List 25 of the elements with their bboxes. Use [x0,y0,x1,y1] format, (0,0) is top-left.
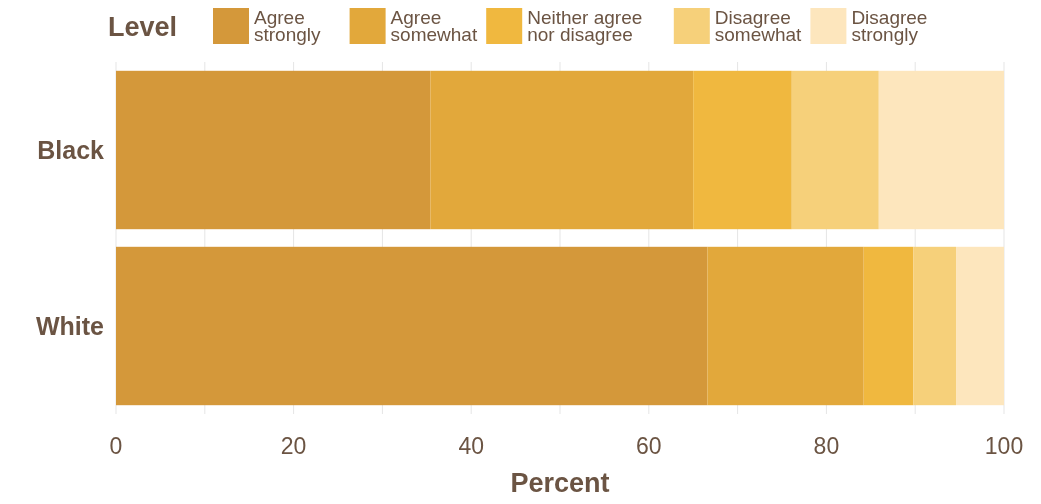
bar [693,70,792,230]
x-tick-label: 60 [636,433,662,459]
x-tick-label: 40 [458,433,484,459]
y-tick-label: Black [37,136,105,164]
x-tick-label: 100 [984,433,1024,459]
legend-label: Agree somewhat [390,7,478,45]
bar [791,70,879,230]
x-tick-label: 0 [109,433,123,459]
bar [707,246,864,406]
bar [878,70,1004,230]
bar [863,246,914,406]
bar [116,70,431,230]
legend-label: Disagree strongly [851,7,928,45]
x-axis-title: Percent [510,468,610,498]
y-tick-label: White [35,312,105,340]
legend-label: Agree strongly [254,7,322,45]
legend-title: Level [108,12,178,42]
bar [116,246,708,406]
bar [913,246,957,406]
x-tick-label: 20 [280,433,307,459]
legend-label: Disagree somewhat [714,7,803,45]
x-tick-label: 80 [813,433,840,459]
bar [956,246,1004,406]
legend-label: Neither agree nor disagree [527,7,643,45]
bar [430,70,694,230]
